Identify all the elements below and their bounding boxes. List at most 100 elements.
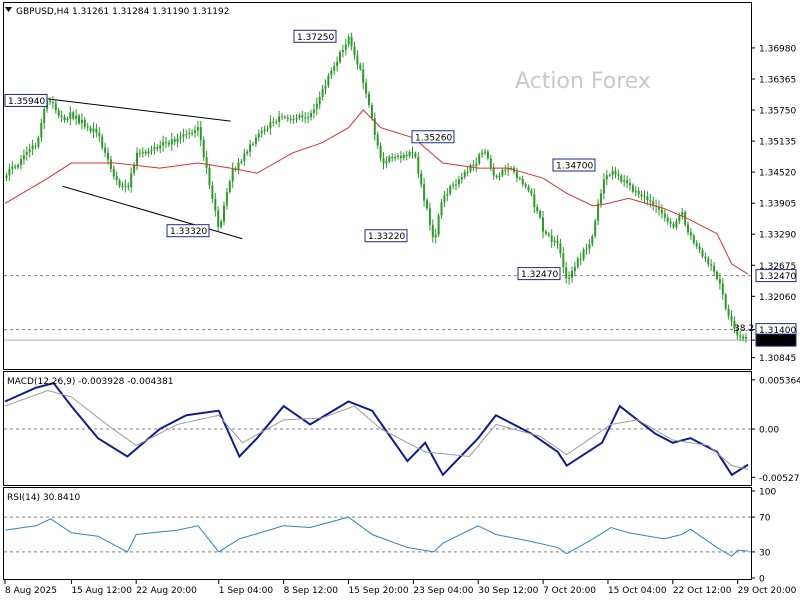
- candle-body: [188, 132, 191, 135]
- candle-body: [489, 158, 492, 168]
- candle-body: [223, 205, 225, 222]
- candle-body: [310, 113, 312, 118]
- x-axis-label: 22 Aug 20:00: [136, 586, 197, 596]
- candle-body: [478, 154, 481, 164]
- candle-body: [344, 44, 347, 51]
- x-axis-label: 8 Sep 12:00: [284, 586, 339, 596]
- candle-body: [431, 224, 434, 238]
- candle-body: [698, 246, 701, 250]
- candle-body: [423, 184, 426, 201]
- candle-body: [225, 191, 228, 206]
- candle-body: [539, 211, 542, 218]
- candle-body: [640, 194, 643, 197]
- candle-body: [469, 164, 472, 172]
- triangle-down-icon[interactable]: [5, 7, 12, 12]
- candle-body: [37, 137, 40, 147]
- candle-body: [721, 283, 724, 295]
- candle-body: [405, 154, 408, 157]
- macd-axis-label: 0.00: [759, 426, 779, 436]
- macd-signal-line: [4, 389, 749, 470]
- candle-body: [286, 117, 289, 119]
- candle-body: [370, 104, 373, 119]
- candle-body: [739, 335, 742, 337]
- candle-body: [484, 151, 486, 153]
- candle-body: [231, 168, 234, 182]
- candle-body: [159, 145, 162, 149]
- candle-body: [547, 233, 550, 236]
- price-axis-label: 1.34520: [759, 169, 796, 179]
- candle-body: [504, 170, 507, 172]
- candle-body: [701, 249, 704, 257]
- candle-body: [182, 134, 185, 137]
- price-axis-label: 1.33290: [759, 231, 796, 241]
- candle-body: [588, 244, 591, 249]
- candle-body: [327, 75, 330, 86]
- price-axis-label: 1.32060: [759, 293, 796, 303]
- candle-body: [463, 171, 466, 177]
- candle-body: [40, 122, 43, 138]
- candle-body: [376, 134, 379, 146]
- rsi-axis-label: 70: [759, 514, 771, 524]
- candle-body: [449, 186, 452, 194]
- candle-body: [127, 185, 130, 188]
- candle-body: [466, 171, 469, 173]
- candle-body: [263, 129, 266, 132]
- price-annotation-box: [166, 224, 210, 238]
- candle-body: [330, 70, 333, 76]
- x-axis-label: 15 Aug 12:00: [71, 586, 132, 596]
- candle-body: [420, 173, 423, 185]
- candle-body: [571, 271, 573, 278]
- symbol-info: GBPUSD,H4 1.31261 1.31284 1.31190 1.3119…: [16, 7, 229, 17]
- candle-body: [95, 128, 98, 133]
- candle-body: [14, 166, 17, 168]
- candle-body: [573, 266, 576, 272]
- candle-body: [692, 235, 695, 243]
- price-annotation: 1.35940: [8, 97, 45, 107]
- candle-body: [594, 220, 597, 237]
- candle-body: [211, 185, 214, 199]
- candle-body: [568, 277, 571, 279]
- macd-main-line: [4, 382, 749, 477]
- x-axis-label: 22 Oct 12:00: [673, 586, 732, 596]
- price-axis-label: 1.32675: [759, 262, 796, 272]
- candle-body: [689, 232, 692, 236]
- candle-body: [707, 258, 710, 265]
- candle-body: [704, 256, 707, 259]
- candle-body: [408, 152, 411, 157]
- candle-body: [254, 137, 257, 144]
- candle-body: [397, 155, 399, 158]
- candle-body: [298, 115, 301, 118]
- candle-body: [559, 243, 562, 254]
- candle-body: [315, 103, 318, 110]
- candle-body: [356, 55, 359, 65]
- candle-body: [176, 138, 179, 143]
- candle-body: [620, 175, 623, 182]
- x-axis-label: 29 Oct 20:00: [738, 586, 797, 596]
- candle-body: [646, 196, 649, 201]
- candle-body: [66, 118, 69, 121]
- candle-body: [109, 159, 112, 169]
- candle-body: [681, 212, 684, 216]
- candle-body: [417, 157, 420, 174]
- candle-body: [544, 231, 547, 234]
- trendline: [62, 185, 243, 240]
- candle-body: [8, 169, 11, 176]
- price-axis-label: 1.36365: [759, 75, 796, 85]
- candle-body: [281, 116, 283, 118]
- candle-body: [684, 212, 687, 225]
- candle-body: [179, 136, 182, 139]
- candle-body: [336, 61, 339, 67]
- candle-body: [167, 142, 170, 145]
- candle-body: [124, 185, 127, 187]
- candle-body: [350, 36, 353, 47]
- candle-body: [507, 168, 510, 171]
- candle-body: [104, 147, 107, 153]
- candle-body: [582, 249, 585, 260]
- candle-body: [623, 180, 626, 182]
- candle-body: [713, 265, 716, 272]
- price-annotation-box: [552, 158, 596, 172]
- candle-body: [78, 115, 80, 124]
- candle-body: [20, 159, 22, 166]
- candle-body: [25, 151, 28, 156]
- candle-body: [524, 184, 527, 187]
